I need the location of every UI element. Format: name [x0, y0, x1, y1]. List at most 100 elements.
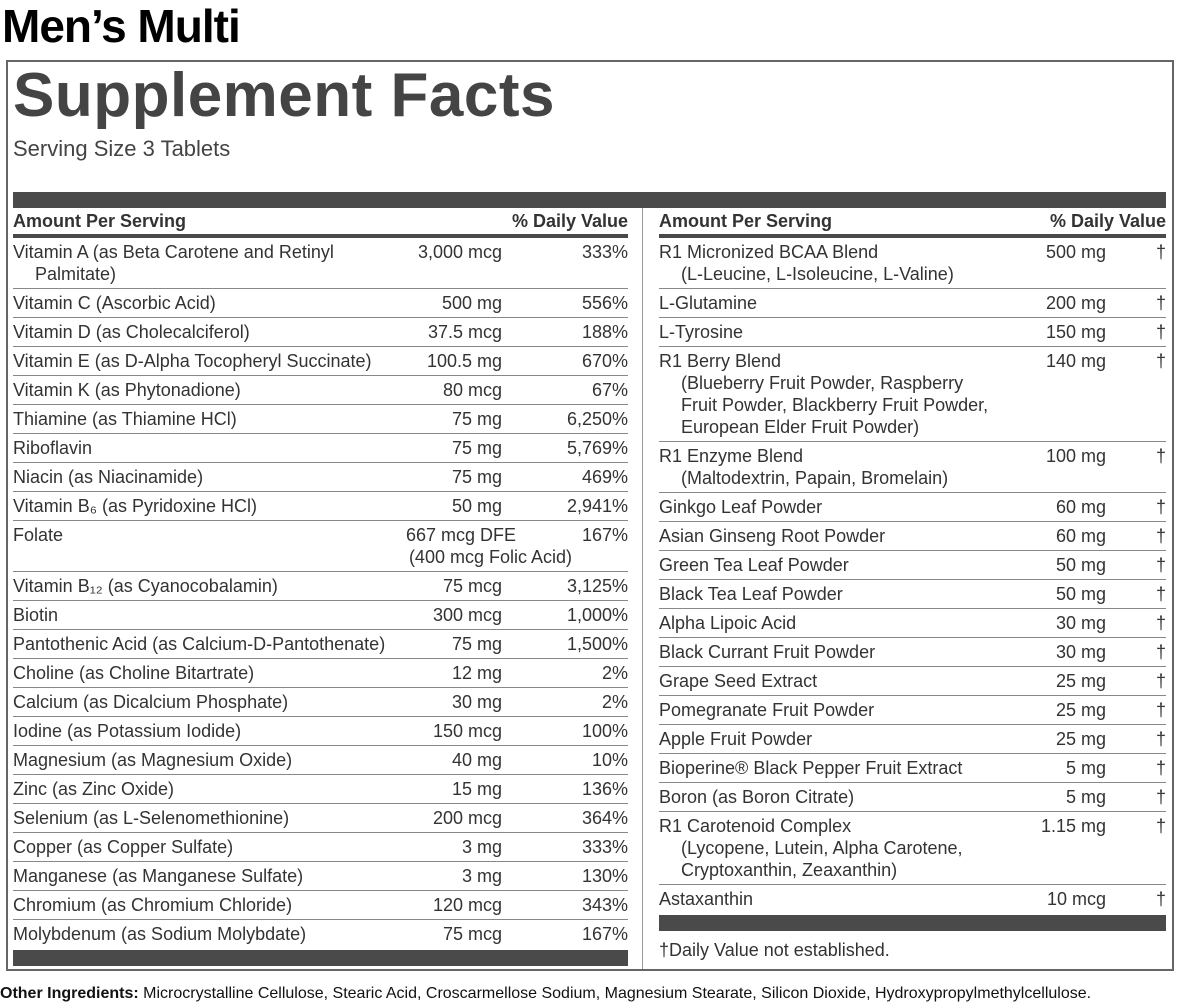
- daily-value: 2%: [601, 692, 628, 712]
- amount-value: 50 mg: [451, 496, 502, 516]
- amount: 25 mg: [1006, 699, 1106, 721]
- table-row: Pantothenic Acid (as Calcium-D-Pantothen…: [13, 630, 628, 659]
- amount-value: 500 mg: [1045, 242, 1106, 262]
- daily-value: 670%: [581, 351, 628, 371]
- nutrient-name: Manganese (as Manganese Sulfate): [13, 865, 406, 887]
- amount-value: 3 mg: [461, 837, 502, 857]
- nutrient-name: Molybdenum (as Sodium Molybdate): [13, 923, 406, 945]
- amount-value: 30 mg: [1055, 613, 1106, 633]
- nutrient-name: Vitamin A (as Beta Carotene and Retinyl P…: [13, 241, 406, 285]
- nutrient-name: Vitamin K (as Phytonadione): [13, 379, 406, 401]
- amount: 3 mg: [406, 836, 502, 858]
- amount: 75 mg: [406, 466, 502, 488]
- nutrient-name: Boron (as Boron Citrate): [659, 786, 1006, 808]
- name-line: Ginkgo Leaf Powder: [659, 497, 823, 517]
- amount-value: 30 mg: [451, 692, 502, 712]
- name-line: Black Tea Leaf Powder: [659, 584, 843, 604]
- table-row: Ginkgo Leaf Powder 60 mg †: [659, 493, 1166, 522]
- table-row: Asian Ginseng Root Powder 60 mg †: [659, 522, 1166, 551]
- nutrient-name: Riboflavin: [13, 437, 406, 459]
- daily-value: 343%: [581, 895, 628, 915]
- column-header: Amount Per Serving % Daily Value: [13, 208, 628, 238]
- table-row: Vitamin C (Ascorbic Acid) 500 mg 556%: [13, 289, 628, 318]
- amount: 30 mg: [1006, 641, 1106, 663]
- amount: 100.5 mg: [406, 350, 502, 372]
- amount: 12 mg: [406, 662, 502, 684]
- table-row: L-Glutamine 200 mg †: [659, 289, 1166, 318]
- name-line: Bioperine® Black Pepper Fruit Extract: [659, 758, 963, 778]
- table-row: Astaxanthin 10 mcg †: [659, 885, 1166, 913]
- nutrient-name: Alpha Lipoic Acid: [659, 612, 1006, 634]
- nutrient-name: Pantothenic Acid (as Calcium-D-Pantothen…: [13, 633, 406, 655]
- amount-value: 500 mg: [441, 293, 502, 313]
- amount: 50 mg: [406, 495, 502, 517]
- name-line: Vitamin K (as Phytonadione): [13, 380, 241, 400]
- nutrient-name: Asian Ginseng Root Powder: [659, 525, 1006, 547]
- table-row: Apple Fruit Powder 25 mg †: [659, 725, 1166, 754]
- other-ingredients-text: Microcrystalline Cellulose, Stearic Acid…: [138, 985, 1092, 1002]
- daily-value-header: % Daily Value: [511, 210, 628, 231]
- name-detail: (Blueberry Fruit Powder, Raspberry Fruit…: [681, 373, 989, 437]
- daily-value: †: [1155, 293, 1166, 313]
- nutrient-name: Zinc (as Zinc Oxide): [13, 778, 406, 800]
- footnote: †Daily Value not established.: [659, 940, 890, 960]
- table-row: Vitamin K (as Phytonadione) 80 mcg 67%: [13, 376, 628, 405]
- table-row: R1 Micronized BCAA Blend (L-Leucine, L-Is…: [659, 238, 1166, 289]
- name-line: L-Glutamine: [659, 293, 758, 313]
- amount: 300 mcg: [406, 604, 502, 626]
- name-line: Apple Fruit Powder: [659, 729, 813, 749]
- amount-value: 5 mg: [1065, 758, 1106, 778]
- amount-detail: (400 mcg Folic Acid): [408, 547, 572, 567]
- name-line: Biotin: [13, 605, 59, 625]
- name-line: Black Currant Fruit Powder: [659, 642, 876, 662]
- ingredient-list: R1 Micronized BCAA Blend (L-Leucine, L-Is…: [659, 238, 1166, 913]
- amount: 200 mcg: [406, 807, 502, 829]
- daily-value: †: [1155, 729, 1166, 749]
- name-line: Thiamine (as Thiamine HCl): [13, 409, 237, 429]
- daily-value: 10%: [591, 750, 628, 770]
- table-row: Vitamin B₁₂ (as Cyanocobalamin) 75 mcg 3,1…: [13, 572, 628, 601]
- amount: 60 mg: [1006, 525, 1106, 547]
- name-line: Riboflavin: [13, 438, 93, 458]
- nutrient-name: Bioperine® Black Pepper Fruit Extract: [659, 757, 1006, 779]
- daily-value: †: [1155, 642, 1166, 662]
- name-detail: (Lycopene, Lutein, Alpha Carotene, Crypt…: [681, 838, 963, 880]
- daily-value: 67%: [591, 380, 628, 400]
- nutrient-name: Magnesium (as Magnesium Oxide): [13, 749, 406, 771]
- column-header: Amount Per Serving % Daily Value: [659, 208, 1166, 238]
- daily-value: †: [1155, 700, 1166, 720]
- amount-value: 50 mg: [1055, 584, 1106, 604]
- nutrient-name: Vitamin C (Ascorbic Acid): [13, 292, 406, 314]
- nutrient-name: Selenium (as L-Selenomethionine): [13, 807, 406, 829]
- daily-value: 469%: [581, 467, 628, 487]
- nutrient-name: R1 Micronized BCAA Blend (L-Leucine, L-Is…: [659, 241, 1006, 285]
- amount: 3 mg: [406, 865, 502, 887]
- name-line: Alpha Lipoic Acid: [659, 613, 797, 633]
- amount-value: 100 mg: [1045, 446, 1106, 466]
- daily-value: 2,941%: [566, 496, 628, 516]
- amount: 150 mcg: [406, 720, 502, 742]
- amount: 120 mcg: [406, 894, 502, 916]
- amount-value: 3,000 mcg: [417, 242, 502, 262]
- amount: 140 mg: [1006, 350, 1106, 438]
- name-line: Boron (as Boron Citrate): [659, 787, 855, 807]
- name-line: Choline (as Choline Bitartrate): [13, 663, 255, 683]
- table-row: R1 Berry Blend (Blueberry Fruit Powder, R…: [659, 347, 1166, 442]
- amount-value: 667 mcg DFE: [406, 525, 517, 545]
- amount: 15 mg: [406, 778, 502, 800]
- table-row: Vitamin B₆ (as Pyridoxine HCl) 50 mg 2,941…: [13, 492, 628, 521]
- name-line: Calcium (as Dicalcium Phosphate): [13, 692, 289, 712]
- amount-value: 150 mg: [1045, 322, 1106, 342]
- nutrient-name: Vitamin B₆ (as Pyridoxine HCl): [13, 495, 406, 517]
- table-row: Zinc (as Zinc Oxide) 15 mg 136%: [13, 775, 628, 804]
- amount: 3,000 mcg: [406, 241, 502, 285]
- table-row: Biotin 300 mcg 1,000%: [13, 601, 628, 630]
- amount-value: 100.5 mg: [426, 351, 502, 371]
- amount-value: 75 mg: [451, 438, 502, 458]
- table-row: Thiamine (as Thiamine HCl) 75 mg 6,250%: [13, 405, 628, 434]
- amount-value: 30 mg: [1055, 642, 1106, 662]
- bottom-bar: [659, 915, 1166, 931]
- daily-value: 333%: [581, 242, 628, 262]
- amount: 60 mg: [1006, 496, 1106, 518]
- amount-value: 200 mcg: [432, 808, 502, 828]
